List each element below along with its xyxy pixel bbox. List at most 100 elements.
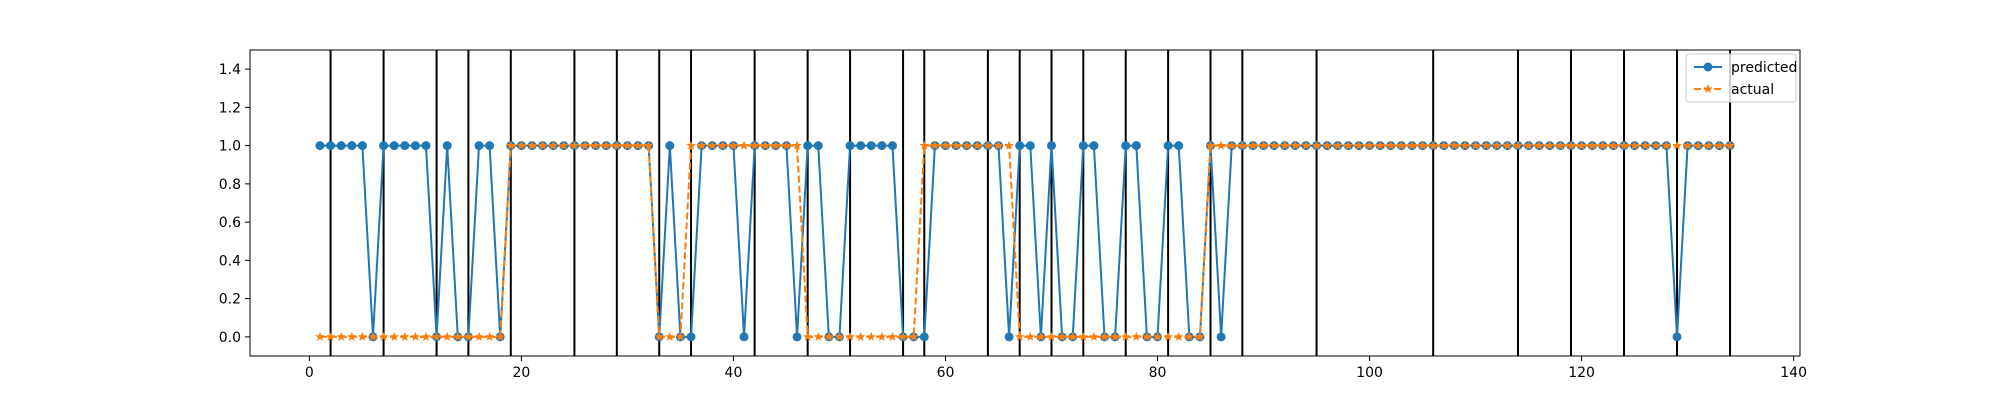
data-point-actual (1375, 140, 1385, 150)
y-tick-label: 0.8 (219, 177, 241, 193)
data-point-actual (1046, 331, 1057, 341)
data-point-actual (707, 140, 717, 150)
data-point-predicted (400, 141, 410, 151)
data-point-actual (686, 140, 696, 150)
data-point-actual (961, 140, 972, 150)
legend-item: actual (1694, 82, 1774, 98)
data-point-actual (1396, 140, 1407, 150)
data-point-actual (1417, 140, 1428, 150)
data-point-actual (410, 331, 421, 341)
y-tick-label: 0.4 (219, 253, 241, 269)
data-point-actual (1502, 140, 1513, 150)
data-point-predicted (1089, 141, 1099, 151)
data-point-predicted (1216, 332, 1226, 342)
data-point-actual (1343, 140, 1354, 150)
data-point-actual (537, 140, 548, 150)
data-point-actual (421, 331, 431, 341)
data-point-predicted (665, 141, 675, 151)
data-point-actual (643, 140, 654, 150)
data-point-actual (484, 331, 495, 341)
data-point-actual (548, 140, 558, 150)
data-point-actual (1173, 331, 1184, 341)
data-point-predicted (326, 141, 336, 151)
legend-item: predicted (1694, 60, 1797, 76)
x-tick-label: 120 (1568, 365, 1595, 381)
data-point-predicted (856, 141, 866, 151)
data-point-actual (1407, 140, 1417, 150)
data-point-actual (898, 331, 908, 341)
data-point-actual (834, 331, 845, 341)
y-tick-label: 1.2 (219, 100, 241, 116)
data-point-predicted (877, 141, 887, 151)
data-point-actual (347, 331, 357, 341)
data-point-actual (1364, 140, 1375, 150)
data-point-predicted (389, 141, 399, 151)
data-point-actual (325, 331, 336, 341)
data-point-actual (1279, 140, 1290, 150)
data-point-actual (1057, 331, 1067, 341)
data-point-actual (474, 331, 484, 341)
data-point-actual (1152, 331, 1163, 341)
data-point-actual (1386, 140, 1396, 150)
y-tick-label: 0.0 (219, 330, 241, 346)
data-point-actual (1439, 140, 1449, 150)
series-layer (315, 140, 1735, 342)
series-actual (315, 140, 1735, 341)
data-point-actual (1036, 331, 1046, 341)
data-point-predicted (347, 141, 357, 151)
data-point-actual (1184, 331, 1195, 341)
data-point-actual (1163, 331, 1173, 341)
data-point-actual (792, 140, 802, 150)
data-point-actual (1216, 140, 1226, 150)
data-point-actual (1608, 140, 1619, 150)
data-point-predicted (1131, 141, 1141, 151)
data-point-actual (633, 140, 643, 150)
data-point-actual (1099, 331, 1110, 341)
data-point-predicted (442, 141, 452, 151)
data-point-predicted (1672, 332, 1682, 342)
data-point-actual (887, 331, 898, 341)
data-point-actual (802, 331, 813, 341)
x-tick-label: 60 (937, 365, 955, 381)
data-point-actual (1301, 140, 1311, 150)
data-point-actual (1651, 140, 1661, 150)
data-point-actual (1513, 140, 1523, 150)
data-point-actual (951, 140, 961, 150)
data-point-actual (1460, 140, 1470, 150)
x-tick-label: 0 (305, 365, 314, 381)
data-point-actual (1693, 140, 1703, 150)
data-point-actual (1067, 331, 1078, 341)
data-point-actual (1248, 140, 1258, 150)
data-point-actual (1619, 140, 1629, 150)
data-point-actual (1311, 140, 1322, 150)
data-point-predicted (336, 141, 346, 151)
data-point-actual (516, 140, 527, 150)
data-point-actual (431, 331, 442, 341)
data-point-actual (1269, 140, 1279, 150)
data-point-actual (590, 140, 601, 150)
data-point-predicted (1047, 141, 1057, 151)
data-point-actual (1492, 140, 1502, 150)
data-point-predicted (474, 141, 484, 151)
data-point-predicted (1015, 141, 1025, 151)
data-point-actual (696, 140, 707, 150)
data-point-actual (1004, 140, 1014, 150)
data-point-actual (1704, 140, 1714, 150)
data-point-actual (1661, 140, 1672, 150)
data-point-actual (1545, 140, 1555, 150)
data-point-actual (728, 140, 739, 150)
data-point-actual (389, 331, 399, 341)
data-point-actual (760, 140, 771, 150)
data-point-actual (1449, 140, 1460, 150)
data-point-actual (442, 331, 452, 341)
data-point-actual (1672, 140, 1682, 150)
data-point-actual (1555, 140, 1566, 150)
data-point-actual (400, 331, 410, 341)
data-point-predicted (1163, 141, 1173, 151)
data-point-actual (866, 331, 877, 341)
data-point-actual (336, 331, 346, 341)
data-point-actual (1576, 140, 1587, 150)
data-point-predicted (845, 141, 855, 151)
data-point-actual (357, 331, 368, 341)
data-point-predicted (686, 332, 696, 342)
